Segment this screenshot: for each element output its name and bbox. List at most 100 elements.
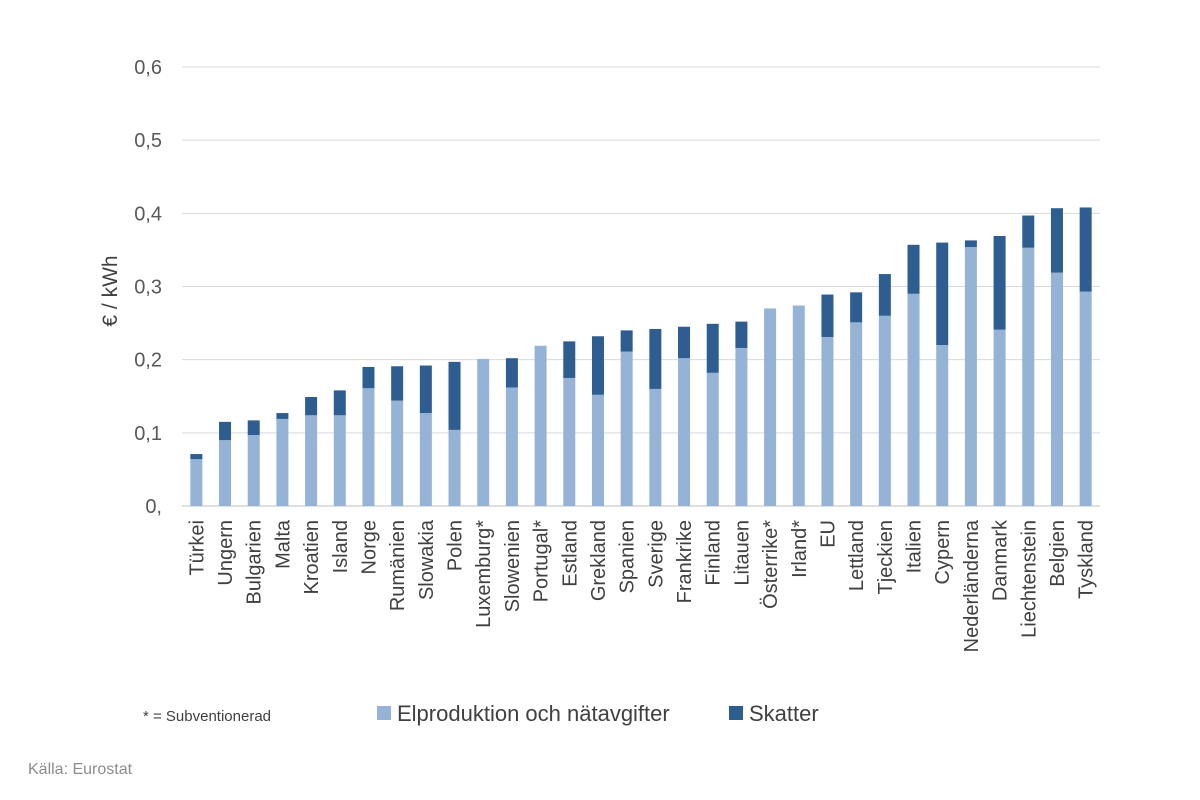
- bar-skatter: [448, 361, 461, 430]
- x-category-label: Türkei: [186, 520, 208, 576]
- bar-elproduktion: [276, 418, 289, 506]
- bar-elproduktion: [993, 329, 1006, 506]
- y-tick-label: 0,: [145, 496, 162, 518]
- bar-elproduktion: [1079, 291, 1092, 506]
- bar-elproduktion: [649, 388, 662, 506]
- bar-elproduktion: [534, 345, 547, 506]
- y-tick-label: 0,2: [134, 350, 162, 372]
- bar-skatter: [219, 421, 232, 441]
- bar-elproduktion: [505, 387, 518, 506]
- bar-skatter: [247, 420, 260, 436]
- bar-elproduktion: [563, 377, 576, 506]
- bar-elproduktion: [764, 308, 777, 506]
- bar-skatter: [706, 323, 719, 373]
- subsidy-footnote: * = Subventionerad: [143, 708, 272, 725]
- x-axis-categories: Türkei Ungern Bulgarien Malta Kroatien Island…: [186, 519, 1097, 652]
- x-category-label: Nederländerna: [961, 519, 983, 652]
- x-category-label: Slowenien: [502, 520, 524, 612]
- x-category-label: Belgien: [1047, 520, 1069, 587]
- x-category-label: Norge: [358, 520, 380, 574]
- bar-elproduktion: [362, 388, 375, 506]
- bar-skatter: [276, 413, 289, 419]
- x-category-label: Grekland: [588, 520, 610, 601]
- legend-label-elproduktion: Elproduktion och nätavgifter: [397, 701, 670, 726]
- bar-elproduktion: [821, 336, 834, 506]
- x-category-label: Bulgarien: [244, 520, 266, 605]
- x-category-label: Spanien: [617, 520, 639, 593]
- x-category-label: EU: [817, 520, 839, 548]
- x-category-label: Ungern: [215, 520, 237, 586]
- x-category-label: Irland*: [789, 520, 811, 578]
- bar-elproduktion: [448, 429, 461, 506]
- y-tick-label: 0,5: [134, 130, 162, 152]
- x-category-label: Polen: [445, 520, 467, 571]
- bar-skatter: [964, 240, 977, 247]
- y-axis-ticks: 0, 0,1 0,2 0,3 0,4 0,5 0,6: [134, 57, 162, 518]
- y-tick-label: 0,4: [134, 203, 162, 225]
- bar-elproduktion: [333, 415, 346, 506]
- legend-swatch-elproduktion: [377, 706, 391, 720]
- bar-elproduktion: [1050, 272, 1063, 506]
- bar-elproduktion: [878, 315, 891, 506]
- x-category-label: Finland: [703, 520, 725, 586]
- x-category-label: Kroatien: [301, 520, 323, 595]
- bar-skatter: [678, 326, 691, 359]
- bar-elproduktion: [419, 413, 432, 506]
- x-category-label: Italien: [904, 520, 926, 573]
- legend-swatch-skatter: [729, 706, 743, 720]
- bar-elproduktion: [792, 305, 805, 506]
- legend: Elproduktion och nätavgifter Skatter: [377, 701, 819, 726]
- x-category-label: Sverige: [645, 520, 667, 588]
- bar-elproduktion: [964, 246, 977, 507]
- bar-skatter: [735, 321, 748, 348]
- bar-skatter: [1079, 207, 1092, 292]
- x-category-label: Slowakia: [416, 519, 438, 600]
- bar-skatter: [563, 341, 576, 378]
- bar-skatter: [850, 292, 863, 323]
- bar-skatter: [936, 242, 949, 346]
- bar-skatter: [649, 328, 662, 389]
- bar-elproduktion: [591, 394, 604, 506]
- bar-skatter: [1022, 215, 1035, 248]
- bar-skatter: [591, 336, 604, 395]
- bar-skatter: [190, 454, 203, 460]
- y-tick-label: 0,6: [134, 57, 162, 79]
- x-category-label: Rumänien: [387, 520, 409, 611]
- bar-elproduktion: [477, 358, 490, 506]
- bar-skatter: [391, 366, 404, 401]
- bar-elproduktion: [190, 459, 203, 506]
- bar-elproduktion: [391, 400, 404, 506]
- bar-elproduktion: [305, 415, 318, 506]
- x-category-label: Österrike*: [760, 520, 782, 609]
- bar-skatter: [305, 396, 318, 416]
- x-category-label: Portugal*: [531, 520, 553, 602]
- x-category-label: Estland: [559, 520, 581, 587]
- bar-elproduktion: [678, 358, 691, 506]
- bar-elproduktion: [219, 440, 232, 506]
- bar-skatter: [333, 390, 346, 416]
- x-category-label: Island: [330, 520, 352, 573]
- x-category-label: Luxemburg*: [473, 520, 495, 628]
- bar-skatter: [419, 365, 432, 414]
- bar-skatter: [505, 358, 518, 388]
- x-category-label: Litauen: [731, 520, 753, 586]
- bar-skatter: [362, 366, 375, 389]
- bar-skatter: [1050, 208, 1063, 273]
- bar-elproduktion: [247, 435, 260, 506]
- bar-elproduktion: [850, 322, 863, 506]
- bar-elproduktion: [907, 293, 920, 506]
- y-tick-label: 0,3: [134, 277, 162, 299]
- x-category-label: Frankrike: [674, 520, 696, 603]
- source-note: Källa: Eurostat: [28, 761, 133, 778]
- x-category-label: Malta: [272, 519, 294, 569]
- bar-skatter: [620, 330, 633, 352]
- bar-skatter: [907, 244, 920, 294]
- x-category-label: Cypern: [932, 520, 954, 584]
- legend-label-skatter: Skatter: [749, 701, 819, 726]
- bars: [190, 207, 1092, 507]
- x-category-label: Tyskland: [1076, 520, 1098, 599]
- bar-elproduktion: [1022, 247, 1035, 506]
- x-category-label: Danmark: [990, 519, 1012, 601]
- x-category-label: Tjeckien: [875, 520, 897, 594]
